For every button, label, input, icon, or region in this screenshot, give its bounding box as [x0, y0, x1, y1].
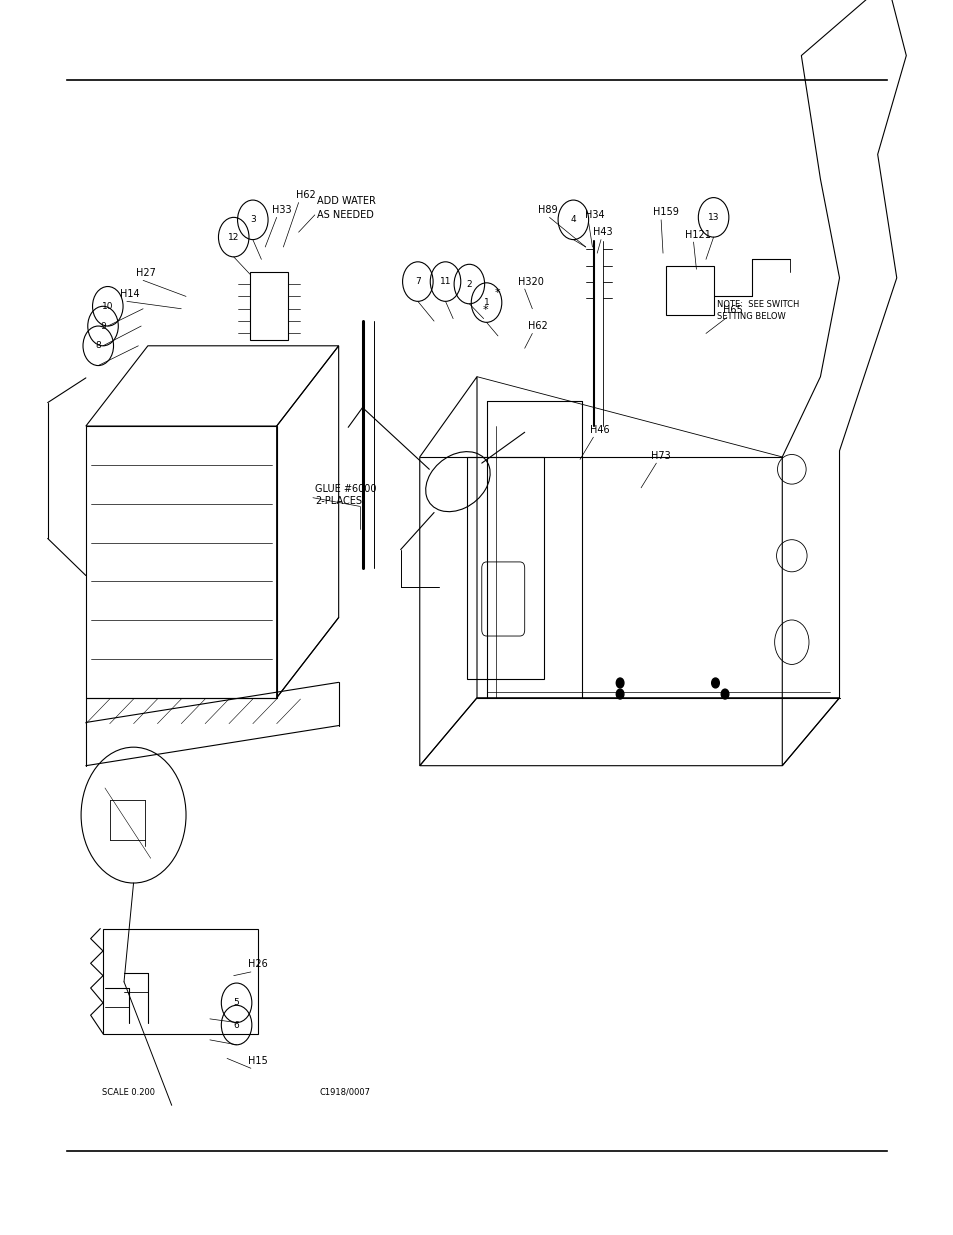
Text: 2-PLACES: 2-PLACES — [314, 496, 361, 506]
Text: H14: H14 — [120, 289, 140, 299]
Text: *: * — [482, 305, 488, 315]
Text: 2: 2 — [466, 279, 472, 289]
Text: H26: H26 — [248, 960, 268, 969]
Text: H33: H33 — [272, 205, 292, 215]
Text: H89: H89 — [537, 205, 558, 215]
Text: AS NEEDED: AS NEEDED — [316, 210, 374, 220]
Text: H62: H62 — [527, 321, 547, 331]
Circle shape — [616, 678, 623, 688]
Text: H73: H73 — [650, 451, 670, 461]
Text: 5: 5 — [233, 998, 239, 1008]
Circle shape — [711, 678, 719, 688]
Text: 10: 10 — [102, 301, 113, 311]
Text: ADD WATER: ADD WATER — [316, 196, 375, 206]
Text: 4: 4 — [570, 215, 576, 225]
Text: 9: 9 — [100, 321, 106, 331]
Text: *: * — [494, 288, 499, 298]
Text: H320: H320 — [517, 277, 543, 287]
Text: H159: H159 — [653, 207, 679, 217]
Text: SCALE 0.200: SCALE 0.200 — [102, 1088, 155, 1097]
Circle shape — [616, 689, 623, 699]
Text: NOTE:  SEE SWITCH: NOTE: SEE SWITCH — [717, 300, 799, 309]
Text: SETTING BELOW: SETTING BELOW — [717, 312, 785, 321]
Text: 11: 11 — [439, 277, 451, 287]
Text: H15: H15 — [248, 1056, 268, 1066]
Text: 13: 13 — [707, 212, 719, 222]
Text: 3: 3 — [250, 215, 255, 225]
Text: H27: H27 — [136, 268, 156, 278]
Text: H62: H62 — [295, 190, 315, 200]
Text: H34: H34 — [584, 210, 604, 220]
Text: H65: H65 — [722, 305, 742, 315]
Text: H43: H43 — [593, 227, 613, 237]
Text: H121: H121 — [684, 230, 710, 240]
Text: 1: 1 — [483, 298, 489, 308]
Text: 6: 6 — [233, 1020, 239, 1030]
Text: C1918/0007: C1918/0007 — [319, 1088, 370, 1097]
Text: 8: 8 — [95, 341, 101, 351]
Text: GLUE #6000: GLUE #6000 — [314, 484, 375, 494]
Circle shape — [720, 689, 728, 699]
Text: 7: 7 — [415, 277, 420, 287]
Text: 12: 12 — [228, 232, 239, 242]
Text: H46: H46 — [589, 425, 609, 435]
